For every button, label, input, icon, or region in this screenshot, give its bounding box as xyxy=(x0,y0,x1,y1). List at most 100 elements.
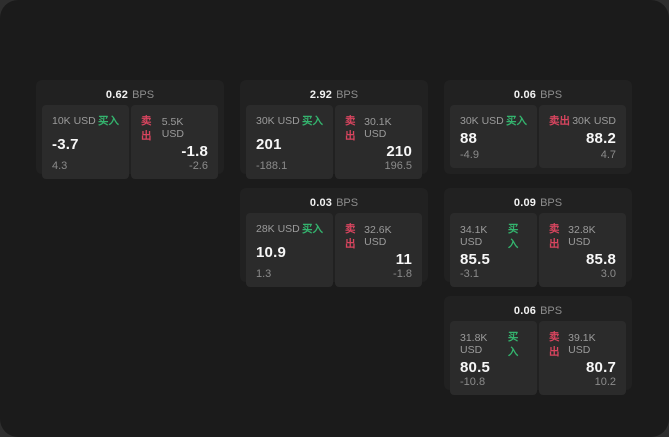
buy-side-label: 买入 xyxy=(302,115,323,127)
buy-side-label: 买入 xyxy=(507,223,519,250)
buy-change: 4.3 xyxy=(52,160,68,172)
buy-panel-top: 30K USD 买入 xyxy=(256,113,323,128)
buy-panel[interactable]: 31.8K USD 买入 80.5 -10.8 xyxy=(450,321,537,395)
card-header: 2.92 BPS xyxy=(246,85,422,105)
buy-price: 10.9 xyxy=(256,243,286,261)
bps-value: 0.06 xyxy=(513,89,537,101)
sell-side-label: 卖出 xyxy=(549,223,560,250)
bps-unit-label: BPS xyxy=(336,197,359,209)
bps-value: 0.06 xyxy=(513,305,537,317)
sell-panel-top: 卖出 30.1K USD xyxy=(345,113,412,143)
bps-unit-label: BPS xyxy=(540,197,563,209)
sell-panel[interactable]: 卖出 39.1K USD 80.7 10.2 xyxy=(539,321,626,395)
bps-value: 2.92 xyxy=(309,89,333,101)
buy-price: -3.7 xyxy=(52,135,79,153)
buy-price: 85.5 xyxy=(460,251,490,268)
sell-amount: 5.5K USD xyxy=(161,116,184,140)
sell-price: 88.2 xyxy=(586,130,616,147)
sell-change: 196.5 xyxy=(384,160,412,172)
bps-value: 0.03 xyxy=(309,197,333,209)
sell-change: 10.2 xyxy=(594,376,616,388)
buy-sell-panels: 34.1K USD 买入 85.5 -3.1 卖出 32.8K USD 85.8… xyxy=(450,213,626,287)
buy-sell-panels: 28K USD 买入 10.9 1.3 卖出 32.6K USD 11 -1.8 xyxy=(246,213,422,287)
bps-value: 0.09 xyxy=(513,197,537,209)
sell-price: 85.8 xyxy=(586,251,616,268)
sell-change: -1.8 xyxy=(393,268,412,280)
card-header: 0.62 BPS xyxy=(42,85,218,105)
buy-change: 1.3 xyxy=(256,268,272,280)
sell-amount: 30K USD xyxy=(572,114,616,127)
sell-amount: 39.1K USD xyxy=(568,332,596,356)
bps-unit-label: BPS xyxy=(540,89,563,101)
buy-panel[interactable]: 10K USD 买入 -3.7 4.3 xyxy=(42,105,129,179)
buy-change: -10.8 xyxy=(460,376,486,388)
sell-panel[interactable]: 卖出 30K USD 88.2 4.7 xyxy=(539,105,626,168)
sell-panel[interactable]: 卖出 32.8K USD 85.8 3.0 xyxy=(539,213,626,287)
buy-sell-panels: 30K USD 买入 201 -188.1 卖出 30.1K USD 210 1… xyxy=(246,105,422,179)
buy-price: 201 xyxy=(256,135,282,153)
buy-change: -4.9 xyxy=(460,149,479,161)
buy-panel[interactable]: 30K USD 买入 201 -188.1 xyxy=(246,105,333,179)
buy-amount: 30K USD xyxy=(256,114,300,127)
bps-unit-label: BPS xyxy=(540,305,563,317)
sell-change: 3.0 xyxy=(600,268,616,280)
sell-panel-top: 卖出 32.6K USD xyxy=(345,221,412,251)
quote-card: 0.06 BPS 30K USD 买入 88 -4.9 卖出 30K USD xyxy=(444,80,632,174)
buy-change: -3.1 xyxy=(460,268,479,280)
quote-cards-grid: 0.62 BPS 10K USD 买入 -3.7 4.3 卖出 5.5K USD xyxy=(36,80,632,395)
sell-price: 210 xyxy=(386,143,412,160)
buy-side-label: 买入 xyxy=(98,115,119,127)
buy-panel-top: 28K USD 买入 xyxy=(256,221,323,236)
buy-sell-panels: 30K USD 买入 88 -4.9 卖出 30K USD 88.2 4.7 xyxy=(450,105,626,168)
buy-price: 88 xyxy=(460,130,478,147)
sell-panel-top: 卖出 39.1K USD xyxy=(549,329,616,359)
sell-panel[interactable]: 卖出 5.5K USD -1.8 -2.6 xyxy=(131,105,218,179)
buy-price: 80.5 xyxy=(460,359,490,376)
sell-change: -2.6 xyxy=(189,160,208,172)
sell-price: -1.8 xyxy=(181,143,208,160)
buy-panel-top: 31.8K USD 买入 xyxy=(460,329,527,359)
sell-side-label: 卖出 xyxy=(345,115,356,142)
buy-side-label: 买入 xyxy=(507,331,519,358)
sell-side-label: 卖出 xyxy=(549,331,560,358)
sell-side-label: 卖出 xyxy=(345,223,356,250)
sell-side-label: 卖出 xyxy=(141,115,152,142)
buy-panel[interactable]: 34.1K USD 买入 85.5 -3.1 xyxy=(450,213,537,287)
sell-price: 11 xyxy=(395,251,412,268)
buy-panel-top: 34.1K USD 买入 xyxy=(460,221,527,251)
buy-sell-panels: 31.8K USD 买入 80.5 -10.8 卖出 39.1K USD 80.… xyxy=(450,321,626,395)
buy-amount: 10K USD xyxy=(52,114,96,127)
sell-change: 4.7 xyxy=(600,149,616,161)
buy-panel[interactable]: 30K USD 买入 88 -4.9 xyxy=(450,105,537,168)
buy-panel-top: 10K USD 买入 xyxy=(52,113,119,128)
sell-amount: 30.1K USD xyxy=(364,116,392,140)
card-header: 0.03 BPS xyxy=(246,193,422,213)
card-header: 0.06 BPS xyxy=(450,85,626,105)
buy-change: -188.1 xyxy=(256,160,288,172)
sell-panel[interactable]: 卖出 30.1K USD 210 196.5 xyxy=(335,105,422,179)
quote-card: 2.92 BPS 30K USD 买入 201 -188.1 卖出 30.1K … xyxy=(240,80,428,179)
sell-amount: 32.6K USD xyxy=(364,224,392,248)
card-header: 0.09 BPS xyxy=(450,193,626,213)
buy-side-label: 买入 xyxy=(506,115,527,127)
sell-amount: 32.8K USD xyxy=(568,224,596,248)
quote-card: 0.03 BPS 28K USD 买入 10.9 1.3 卖出 32.6K US… xyxy=(240,188,428,287)
bps-unit-label: BPS xyxy=(336,89,359,101)
sell-price: 80.7 xyxy=(586,359,616,376)
bps-value: 0.62 xyxy=(105,89,129,101)
sell-panel[interactable]: 卖出 32.6K USD 11 -1.8 xyxy=(335,213,422,287)
sell-panel-top: 卖出 30K USD xyxy=(549,113,616,128)
quote-card: 0.62 BPS 10K USD 买入 -3.7 4.3 卖出 5.5K USD xyxy=(36,80,224,179)
buy-amount: 34.1K USD xyxy=(460,224,488,248)
buy-amount: 28K USD xyxy=(256,222,300,235)
buy-amount: 30K USD xyxy=(460,114,504,127)
sell-panel-top: 卖出 5.5K USD xyxy=(141,113,208,143)
quote-card: 0.09 BPS 34.1K USD 买入 85.5 -3.1 卖出 32.8K… xyxy=(444,188,632,287)
buy-side-label: 买入 xyxy=(302,223,323,235)
buy-panel-top: 30K USD 买入 xyxy=(460,113,527,128)
buy-amount: 31.8K USD xyxy=(460,332,488,356)
buy-panel[interactable]: 28K USD 买入 10.9 1.3 xyxy=(246,213,333,287)
sell-panel-top: 卖出 32.8K USD xyxy=(549,221,616,251)
buy-sell-panels: 10K USD 买入 -3.7 4.3 卖出 5.5K USD -1.8 -2.… xyxy=(42,105,218,179)
